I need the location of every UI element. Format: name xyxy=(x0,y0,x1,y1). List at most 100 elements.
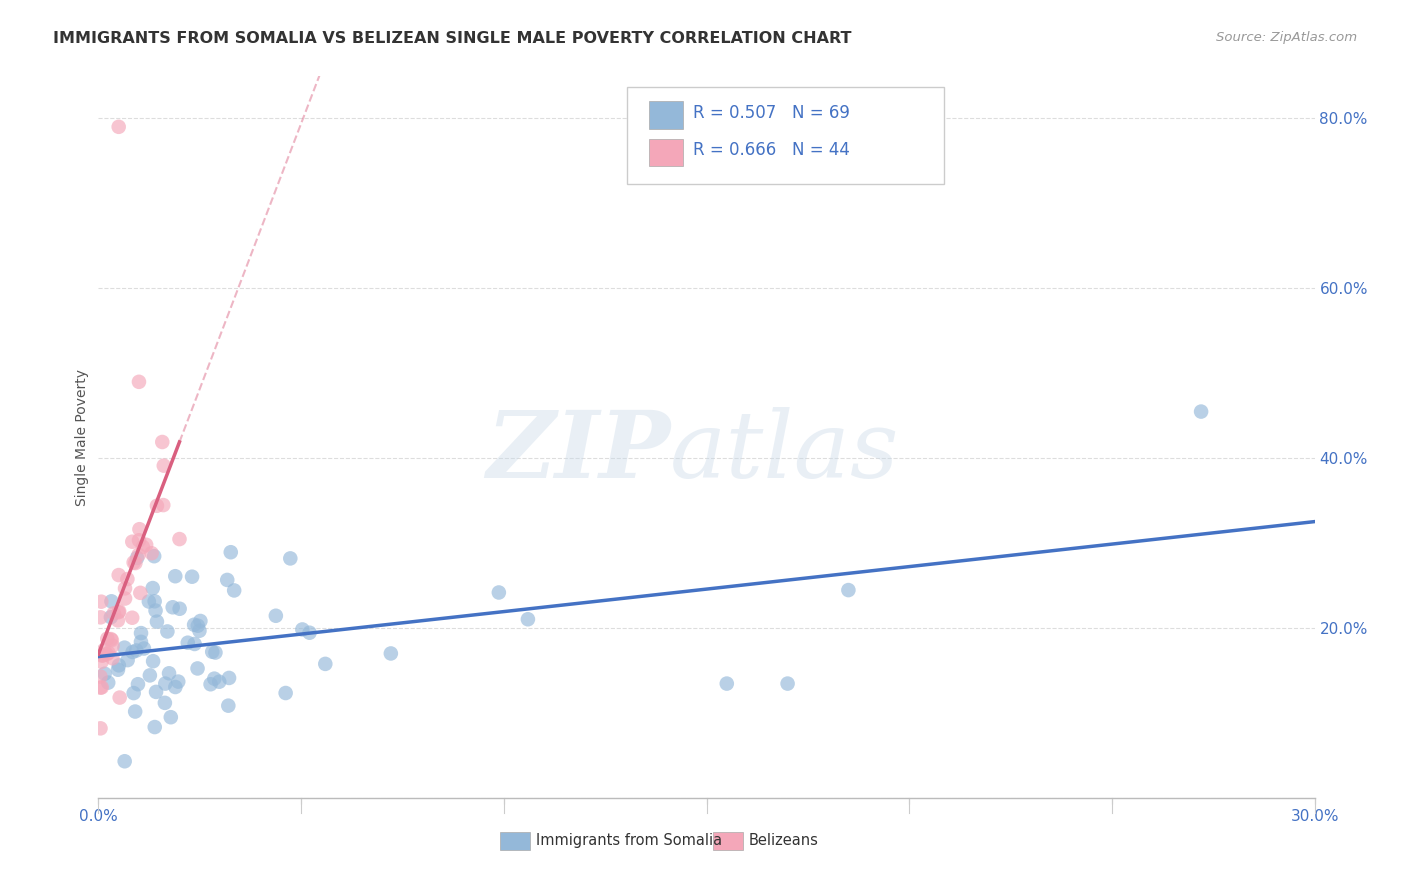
Point xyxy=(89,722,111,736)
Point xyxy=(208,674,231,689)
Point xyxy=(90,681,112,695)
Point xyxy=(187,661,209,675)
Point xyxy=(188,624,211,638)
Point xyxy=(219,545,242,559)
Point xyxy=(202,672,225,686)
Point xyxy=(167,674,190,689)
Point xyxy=(224,583,246,598)
Point xyxy=(108,604,131,618)
Point xyxy=(121,611,143,625)
Point xyxy=(135,538,157,552)
Point xyxy=(139,668,162,682)
Bar xyxy=(713,832,742,850)
Point xyxy=(143,720,166,734)
Point xyxy=(90,610,112,624)
Point xyxy=(314,657,336,671)
Point xyxy=(837,583,859,598)
Point xyxy=(100,610,122,624)
Point xyxy=(89,681,111,695)
Point xyxy=(129,626,152,640)
Point xyxy=(141,546,163,560)
Text: Immigrants from Somalia: Immigrants from Somalia xyxy=(536,833,723,848)
Point xyxy=(380,647,402,661)
Point xyxy=(204,646,226,660)
Point xyxy=(165,680,187,694)
Point xyxy=(152,458,174,473)
Point xyxy=(146,499,169,513)
Point xyxy=(93,643,115,657)
Point xyxy=(157,666,180,681)
Bar xyxy=(650,101,683,128)
Point xyxy=(101,633,124,648)
Text: R = 0.507   N = 69: R = 0.507 N = 69 xyxy=(693,103,851,121)
Point xyxy=(181,570,204,584)
Text: Source: ZipAtlas.com: Source: ZipAtlas.com xyxy=(1216,31,1357,45)
Point xyxy=(190,614,212,628)
Point xyxy=(142,654,165,668)
Point xyxy=(96,647,118,661)
Point xyxy=(143,594,166,608)
Point xyxy=(117,572,139,586)
Point xyxy=(114,591,136,606)
Point xyxy=(142,581,165,595)
Point xyxy=(183,617,205,632)
Point xyxy=(201,645,224,659)
Point xyxy=(145,603,167,617)
Point xyxy=(155,676,177,690)
Point xyxy=(128,533,150,548)
Point xyxy=(125,643,148,657)
Point xyxy=(129,586,152,600)
Point xyxy=(776,676,799,690)
Point xyxy=(298,625,321,640)
Point xyxy=(101,651,124,665)
Text: ZIP: ZIP xyxy=(486,407,671,497)
Text: IMMIGRANTS FROM SOMALIA VS BELIZEAN SINGLE MALE POVERTY CORRELATION CHART: IMMIGRANTS FROM SOMALIA VS BELIZEAN SING… xyxy=(53,31,852,46)
Point xyxy=(153,696,176,710)
Point xyxy=(107,614,129,628)
Point xyxy=(124,556,146,570)
Point xyxy=(96,632,118,646)
Text: atlas: atlas xyxy=(671,407,900,497)
Point xyxy=(516,612,538,626)
Point xyxy=(91,648,114,663)
Bar xyxy=(650,138,683,166)
Point xyxy=(128,548,150,562)
Point xyxy=(177,636,200,650)
Point xyxy=(274,686,297,700)
Point xyxy=(488,585,510,599)
Point xyxy=(264,608,287,623)
Point xyxy=(97,675,120,690)
Point xyxy=(107,663,129,677)
Point xyxy=(152,498,174,512)
Point xyxy=(114,754,136,768)
Point xyxy=(132,641,155,656)
Point xyxy=(121,534,143,549)
Point xyxy=(132,540,155,554)
Point xyxy=(156,624,179,639)
FancyBboxPatch shape xyxy=(627,87,943,185)
Point xyxy=(89,669,111,683)
Point xyxy=(169,532,191,546)
Point xyxy=(165,569,187,583)
Point xyxy=(91,648,114,663)
Point xyxy=(159,710,181,724)
Point xyxy=(145,685,167,699)
Point xyxy=(114,640,136,655)
Point xyxy=(117,653,139,667)
Point xyxy=(1189,404,1212,418)
Point xyxy=(122,686,145,700)
Point xyxy=(124,705,146,719)
Point xyxy=(138,594,160,608)
Point xyxy=(217,573,239,587)
Point xyxy=(162,600,184,615)
Point xyxy=(107,120,129,134)
Point xyxy=(127,677,149,691)
Point xyxy=(107,568,129,582)
Point xyxy=(143,549,166,564)
Point xyxy=(100,632,122,646)
Point xyxy=(121,645,143,659)
Point xyxy=(122,556,145,570)
Point xyxy=(146,615,169,629)
Point xyxy=(128,522,150,536)
Point xyxy=(108,658,131,673)
